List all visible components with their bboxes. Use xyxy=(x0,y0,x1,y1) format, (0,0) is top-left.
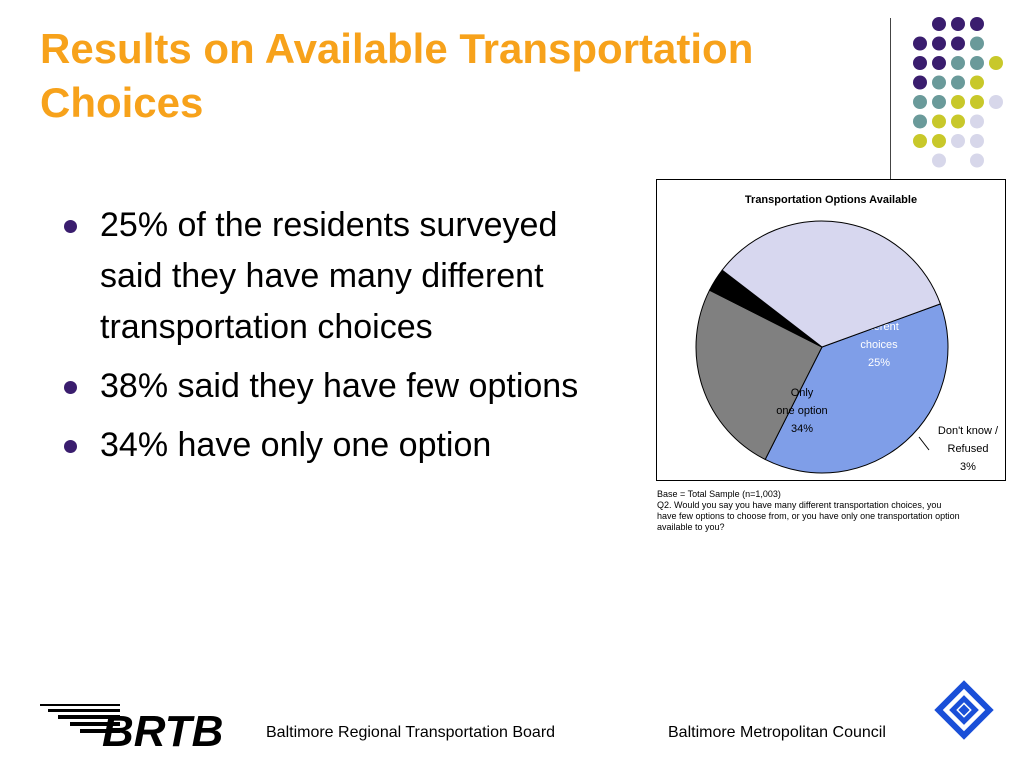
brtb-logo: BRTB xyxy=(40,704,223,750)
bullet-list: 25% of the residents surveyed said they … xyxy=(62,200,622,479)
decorative-dot xyxy=(932,153,946,168)
decorative-dot xyxy=(913,134,927,148)
decorative-dot xyxy=(951,17,965,31)
brtb-logo-stripes xyxy=(40,704,120,733)
decorative-dot xyxy=(932,134,946,148)
decorative-dot xyxy=(970,75,984,90)
decorative-dot xyxy=(932,17,946,31)
pie-chart: Fewoptions38%Manydifferentchoices25%Don'… xyxy=(695,220,999,474)
decorative-dot xyxy=(970,17,984,31)
decorative-dot xyxy=(951,114,965,129)
bullet-icon xyxy=(64,220,77,233)
bullet-icon xyxy=(64,381,77,394)
decorative-dot xyxy=(970,114,984,129)
pie-slice xyxy=(695,289,823,461)
decorative-dot xyxy=(951,75,965,90)
pie-slice xyxy=(764,303,949,474)
question-note-line-3: available to you? xyxy=(657,522,725,532)
decorative-dot xyxy=(913,56,927,70)
slice-label: Only one option 34% xyxy=(776,387,827,435)
bullet-text: 38% said they have few options xyxy=(100,367,579,405)
decorative-dot xyxy=(932,56,946,70)
decorative-dot xyxy=(970,153,984,168)
decorative-dot-grid xyxy=(913,17,1003,168)
bullet-item: 38% said they have few options xyxy=(62,361,622,412)
decorative-dot xyxy=(913,36,927,51)
pie-slice xyxy=(721,220,942,348)
bullet-text: 25% of the residents surveyed said they … xyxy=(100,206,558,346)
base-note: Base = Total Sample (n=1,003) xyxy=(657,489,781,499)
decorative-dot xyxy=(913,114,927,129)
footer-org-bmc: Baltimore Metropolitan Council xyxy=(668,724,886,741)
bullet-item: 25% of the residents surveyed said they … xyxy=(62,200,622,353)
decorative-dot xyxy=(932,114,946,129)
bullet-text: 34% have only one option xyxy=(100,426,492,464)
footer-org-brtb: Baltimore Regional Transportation Board xyxy=(266,724,556,741)
decorative-dot xyxy=(932,75,946,90)
brtb-logo-text: BRTB xyxy=(102,707,223,750)
decorative-divider xyxy=(890,18,891,188)
slice-label: Don't know / Refused 3% xyxy=(938,425,999,473)
bullet-icon xyxy=(64,440,77,453)
chart-title: Transportation Options Available xyxy=(744,194,918,206)
decorative-dot xyxy=(989,95,1003,109)
decorative-dot xyxy=(951,56,965,70)
decorative-dot xyxy=(970,56,984,70)
decorative-dot xyxy=(932,36,946,51)
pie-chart-panel: Fewoptions38%Manydifferentchoices25%Don'… xyxy=(656,179,1006,481)
decorative-dot xyxy=(951,95,965,109)
slide-title: Results on Available Transportation Choi… xyxy=(40,25,754,126)
decorative-dot xyxy=(970,36,984,51)
decorative-dot xyxy=(951,134,965,148)
leader-line xyxy=(918,436,930,451)
decorative-dot xyxy=(932,95,946,109)
bmc-logo-icon xyxy=(934,680,994,740)
decorative-dot xyxy=(951,36,965,51)
decorative-dot xyxy=(913,75,927,90)
question-note-line-1: Q2. Would you say you have many differen… xyxy=(657,500,942,510)
decorative-dot xyxy=(970,95,984,109)
question-note-line-2: have few options to choose from, or you … xyxy=(657,511,960,521)
decorative-dot xyxy=(970,134,984,148)
decorative-dot xyxy=(989,56,1003,70)
bullet-item: 34% have only one option xyxy=(62,420,622,471)
decorative-dot xyxy=(913,95,927,109)
